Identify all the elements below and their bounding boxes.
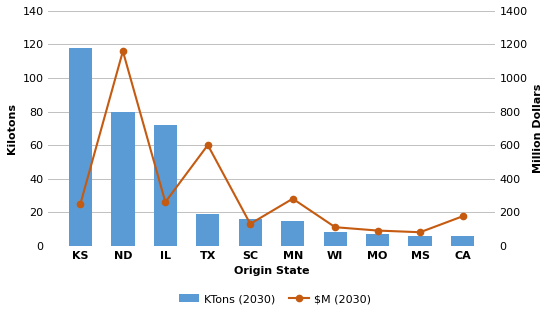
Bar: [239, 219, 262, 246]
$M (2030): [119, 49, 126, 53]
Y-axis label: Million Dollars: Million Dollars: [533, 84, 543, 173]
Bar: [451, 236, 474, 246]
X-axis label: Origin State: Origin State: [234, 266, 309, 276]
Y-axis label: Kilotons: Kilotons: [7, 103, 17, 154]
Line: $M (2030): $M (2030): [78, 48, 466, 235]
Bar: [281, 220, 304, 246]
$M (2030): [77, 202, 84, 206]
$M (2030): [162, 200, 169, 204]
$M (2030): [247, 222, 254, 226]
Bar: [409, 236, 432, 246]
$M (2030): [375, 229, 381, 232]
Bar: [323, 232, 347, 246]
Legend: KTons (2030), $M (2030): KTons (2030), $M (2030): [174, 290, 376, 309]
Bar: [69, 48, 92, 246]
Bar: [111, 112, 135, 246]
$M (2030): [332, 225, 338, 229]
Bar: [153, 125, 177, 246]
$M (2030): [417, 230, 424, 234]
Bar: [196, 214, 219, 246]
$M (2030): [459, 215, 466, 218]
Bar: [366, 234, 389, 246]
$M (2030): [289, 197, 296, 201]
$M (2030): [205, 143, 211, 147]
